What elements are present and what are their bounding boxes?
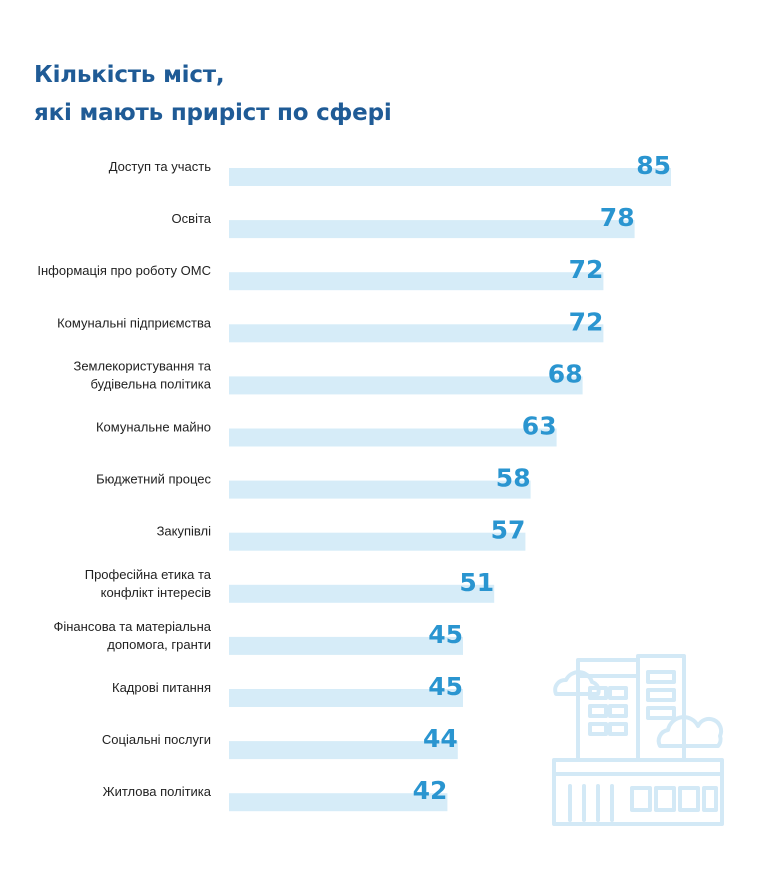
value-label: 45 [428, 620, 463, 649]
bar [229, 324, 604, 343]
chart-title-line-1: Кількість міст, [34, 62, 225, 88]
category-label-line: Землекористування та [73, 358, 211, 373]
chart-title-line-2: які мають приріст по сфері [34, 100, 392, 126]
category-label: Закупівлі [157, 524, 212, 539]
bar [229, 272, 604, 291]
category-label-line: Соціальні послуги [102, 732, 211, 747]
category-label-line: Бюджетний процес [96, 472, 211, 487]
chart-title: Кількість міст, які мають приріст по сфе… [34, 56, 392, 132]
category-label-line: допомога, гранти [107, 637, 211, 652]
category-label: Комунальне майно [96, 420, 211, 435]
category-label: Бюджетний процес [96, 472, 211, 487]
city-buildings-icon [552, 654, 724, 826]
category-label: Кадрові питання [112, 680, 211, 695]
category-label: Освіта [172, 211, 212, 226]
bar [229, 532, 526, 551]
value-label: 58 [496, 464, 531, 493]
value-label: 63 [522, 412, 557, 441]
category-label-line: Комунальне майно [96, 420, 211, 435]
category-label-line: Професійна етика та [85, 567, 212, 582]
bar [229, 689, 463, 707]
bar [229, 168, 671, 186]
value-label: 72 [569, 255, 604, 284]
bar [229, 220, 635, 239]
category-label: Інформація про роботу ОМС [37, 263, 211, 278]
category-label-line: Закупівлі [157, 524, 212, 539]
category-label: Професійна етика та конфлікт інтересів [85, 567, 212, 600]
category-label-line: будівельна політика [90, 376, 211, 391]
bar [229, 428, 557, 447]
category-label-line: конфлікт інтересів [101, 585, 211, 600]
category-label: Соціальні послуги [102, 732, 211, 747]
value-label: 68 [548, 359, 583, 388]
category-label-line: Інформація про роботу ОМС [37, 263, 211, 278]
bar [229, 741, 458, 760]
category-label: Доступ та участь [109, 159, 212, 174]
value-label: 51 [459, 568, 494, 597]
value-label: 78 [600, 203, 635, 232]
category-label-line: Освіта [172, 211, 212, 226]
category-label-line: Кадрові питання [112, 680, 211, 695]
category-label: Фінансова та матеріальна допомога, гранти [53, 619, 211, 652]
category-label: Комунальні підприємства [57, 315, 212, 330]
bar [229, 480, 531, 499]
bar [229, 636, 463, 655]
value-label: 57 [491, 516, 526, 545]
value-label: 45 [428, 672, 463, 701]
category-label: Житлова політика [103, 784, 212, 799]
bar [229, 793, 448, 812]
category-label-line: Житлова політика [103, 784, 212, 799]
category-label-line: Фінансова та матеріальна [53, 619, 211, 634]
category-label: Землекористування та будівельна політика [73, 358, 211, 391]
value-label: 42 [413, 776, 448, 805]
value-label: 72 [569, 307, 604, 336]
bar [229, 584, 495, 603]
category-label-line: Комунальні підприємства [57, 315, 212, 330]
value-label: 44 [423, 724, 458, 753]
category-label-line: Доступ та участь [109, 159, 212, 174]
bar [229, 376, 583, 395]
value-label: 85 [636, 151, 671, 180]
